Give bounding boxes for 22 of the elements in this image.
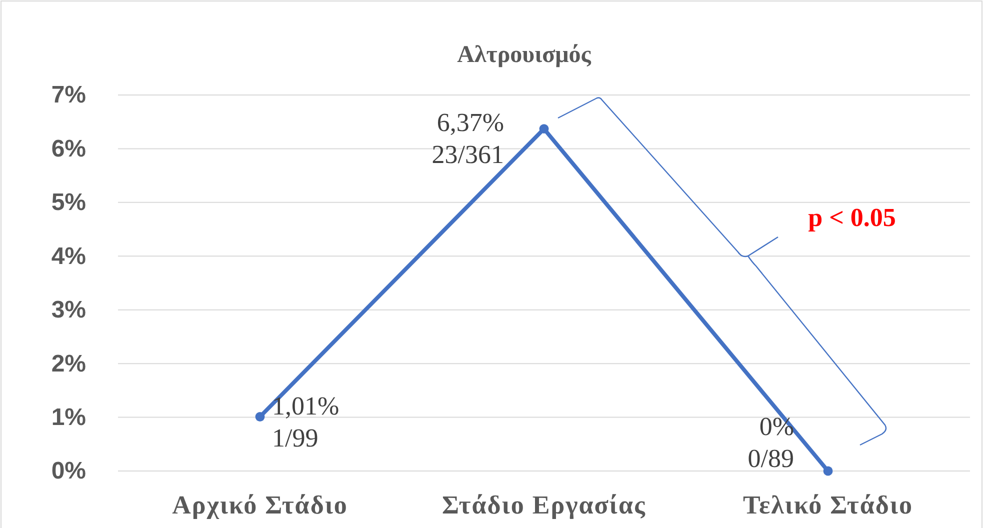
y-tick-label: 2% bbox=[51, 350, 86, 378]
y-tick-label: 6% bbox=[51, 135, 86, 162]
data-label: 1,01% bbox=[272, 392, 340, 421]
annotation: 1/99 bbox=[272, 424, 318, 453]
x-tick-label: Στάδιο Εργασίας bbox=[442, 490, 646, 520]
data-label: 6,37% bbox=[436, 108, 504, 137]
point bbox=[823, 466, 833, 476]
x-tick-label: Τελικό Στάδιο bbox=[743, 490, 913, 520]
y-tick-label: 1% bbox=[51, 404, 86, 431]
x-tick-label: Αρχικό Στάδιο bbox=[172, 490, 348, 520]
y-tick-label: 7% bbox=[51, 82, 86, 109]
y-tick-label: 0% bbox=[51, 458, 86, 485]
annotation: p < 0.05 bbox=[808, 203, 896, 232]
point bbox=[255, 412, 265, 422]
y-tick-label: 5% bbox=[51, 189, 86, 216]
data-label: 0% bbox=[759, 412, 794, 441]
annotation: 23/361 bbox=[432, 140, 504, 169]
y-tick-label: 4% bbox=[51, 242, 86, 270]
annotation: 0/89 bbox=[748, 444, 794, 473]
y-tick-label: 3% bbox=[51, 296, 86, 324]
chart-title: Αλτρουισμός bbox=[457, 42, 592, 68]
point bbox=[539, 124, 549, 134]
